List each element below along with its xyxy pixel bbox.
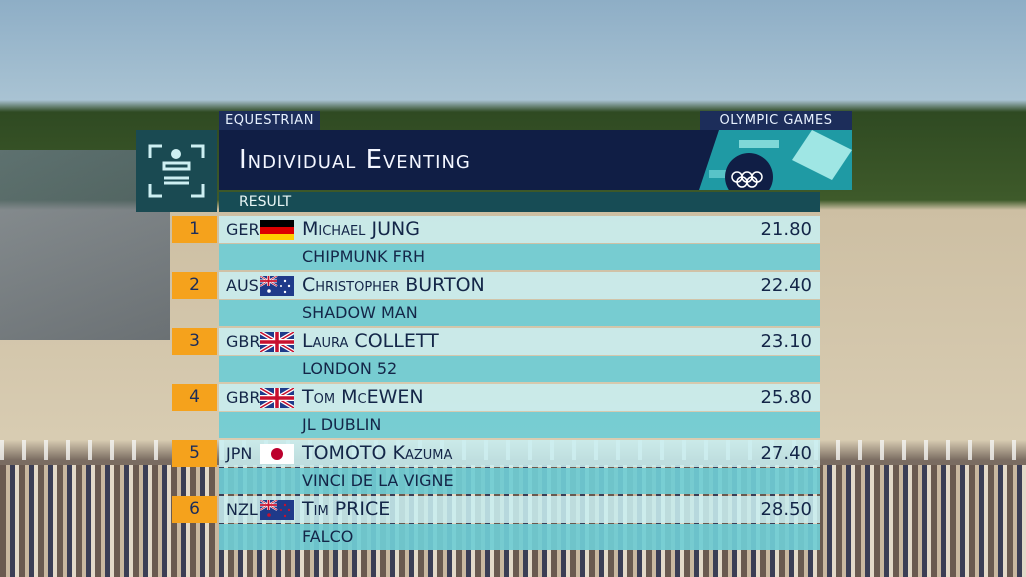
horse-row: VINCI DE LA VIGNE bbox=[219, 468, 820, 494]
flag bbox=[260, 332, 294, 352]
athlete-row: JPN TOMOTO Kazuma 27.40 bbox=[219, 440, 820, 467]
athlete-name: Laura COLLETT bbox=[302, 330, 439, 352]
athlete-row: GBR Laura COLLETT 23.10 bbox=[219, 328, 820, 355]
horse-row: LONDON 52 bbox=[219, 356, 820, 382]
score: 28.50 bbox=[760, 499, 812, 520]
athlete-row: GER Michael JUNG 21.80 bbox=[219, 216, 820, 243]
athlete-name: Tom McEWEN bbox=[302, 386, 424, 408]
rank: 3 bbox=[172, 328, 217, 355]
flag bbox=[260, 444, 294, 464]
rank: 2 bbox=[172, 272, 217, 299]
athlete-row: NZL Tim PRICE 28.50 bbox=[219, 496, 820, 523]
rank: 4 bbox=[172, 384, 217, 411]
noc: GBR bbox=[226, 332, 261, 351]
icon-graphic bbox=[148, 144, 205, 198]
horse-row: SHADOW MAN bbox=[219, 300, 820, 326]
rank: 5 bbox=[172, 440, 217, 467]
horse-name: FALCO bbox=[302, 527, 354, 546]
score: 23.10 bbox=[760, 331, 812, 352]
athlete-name: TOMOTO Kazuma bbox=[302, 442, 453, 464]
icon-rider bbox=[171, 149, 181, 159]
athlete-name: Christopher BURTON bbox=[302, 274, 485, 296]
brand-graphic bbox=[699, 130, 852, 190]
horse-name: JL DUBLIN bbox=[302, 415, 382, 434]
rank: 1 bbox=[172, 216, 217, 243]
subtitle: RESULT bbox=[219, 192, 820, 212]
horse-name: CHIPMUNK FRH bbox=[302, 247, 425, 266]
flag bbox=[260, 500, 294, 520]
score: 22.40 bbox=[760, 275, 812, 296]
noc: NZL bbox=[226, 500, 258, 519]
icon-arrows bbox=[148, 144, 205, 198]
score: 21.80 bbox=[760, 219, 812, 240]
sport-icon bbox=[136, 130, 217, 212]
horse-name: VINCI DE LA VIGNE bbox=[302, 471, 454, 490]
flag bbox=[260, 276, 294, 296]
athlete-row: AUS Christopher BURTON 22.40 bbox=[219, 272, 820, 299]
flag bbox=[260, 388, 294, 408]
rank: 6 bbox=[172, 496, 217, 523]
horse-row: FALCO bbox=[219, 524, 820, 550]
horse-row: CHIPMUNK FRH bbox=[219, 244, 820, 270]
athlete-row: GBR Tom McEWEN 25.80 bbox=[219, 384, 820, 411]
noc: GBR bbox=[226, 388, 261, 407]
sport-tab: EQUESTRIAN bbox=[219, 111, 320, 130]
noc: JPN bbox=[226, 444, 253, 463]
flag bbox=[260, 220, 294, 240]
score: 25.80 bbox=[760, 387, 812, 408]
horse-name: LONDON 52 bbox=[302, 359, 398, 378]
horse-row: JL DUBLIN bbox=[219, 412, 820, 438]
brand-tab: OLYMPIC GAMES bbox=[700, 111, 852, 130]
noc: AUS bbox=[226, 276, 259, 295]
horse-name: SHADOW MAN bbox=[302, 303, 418, 322]
noc: GER bbox=[226, 220, 260, 239]
athlete-name: Michael JUNG bbox=[302, 218, 420, 240]
title: Individual Eventing bbox=[239, 145, 471, 175]
score: 27.40 bbox=[760, 443, 812, 464]
athlete-name: Tim PRICE bbox=[302, 498, 391, 520]
title-bar: Individual Eventing bbox=[219, 130, 852, 190]
